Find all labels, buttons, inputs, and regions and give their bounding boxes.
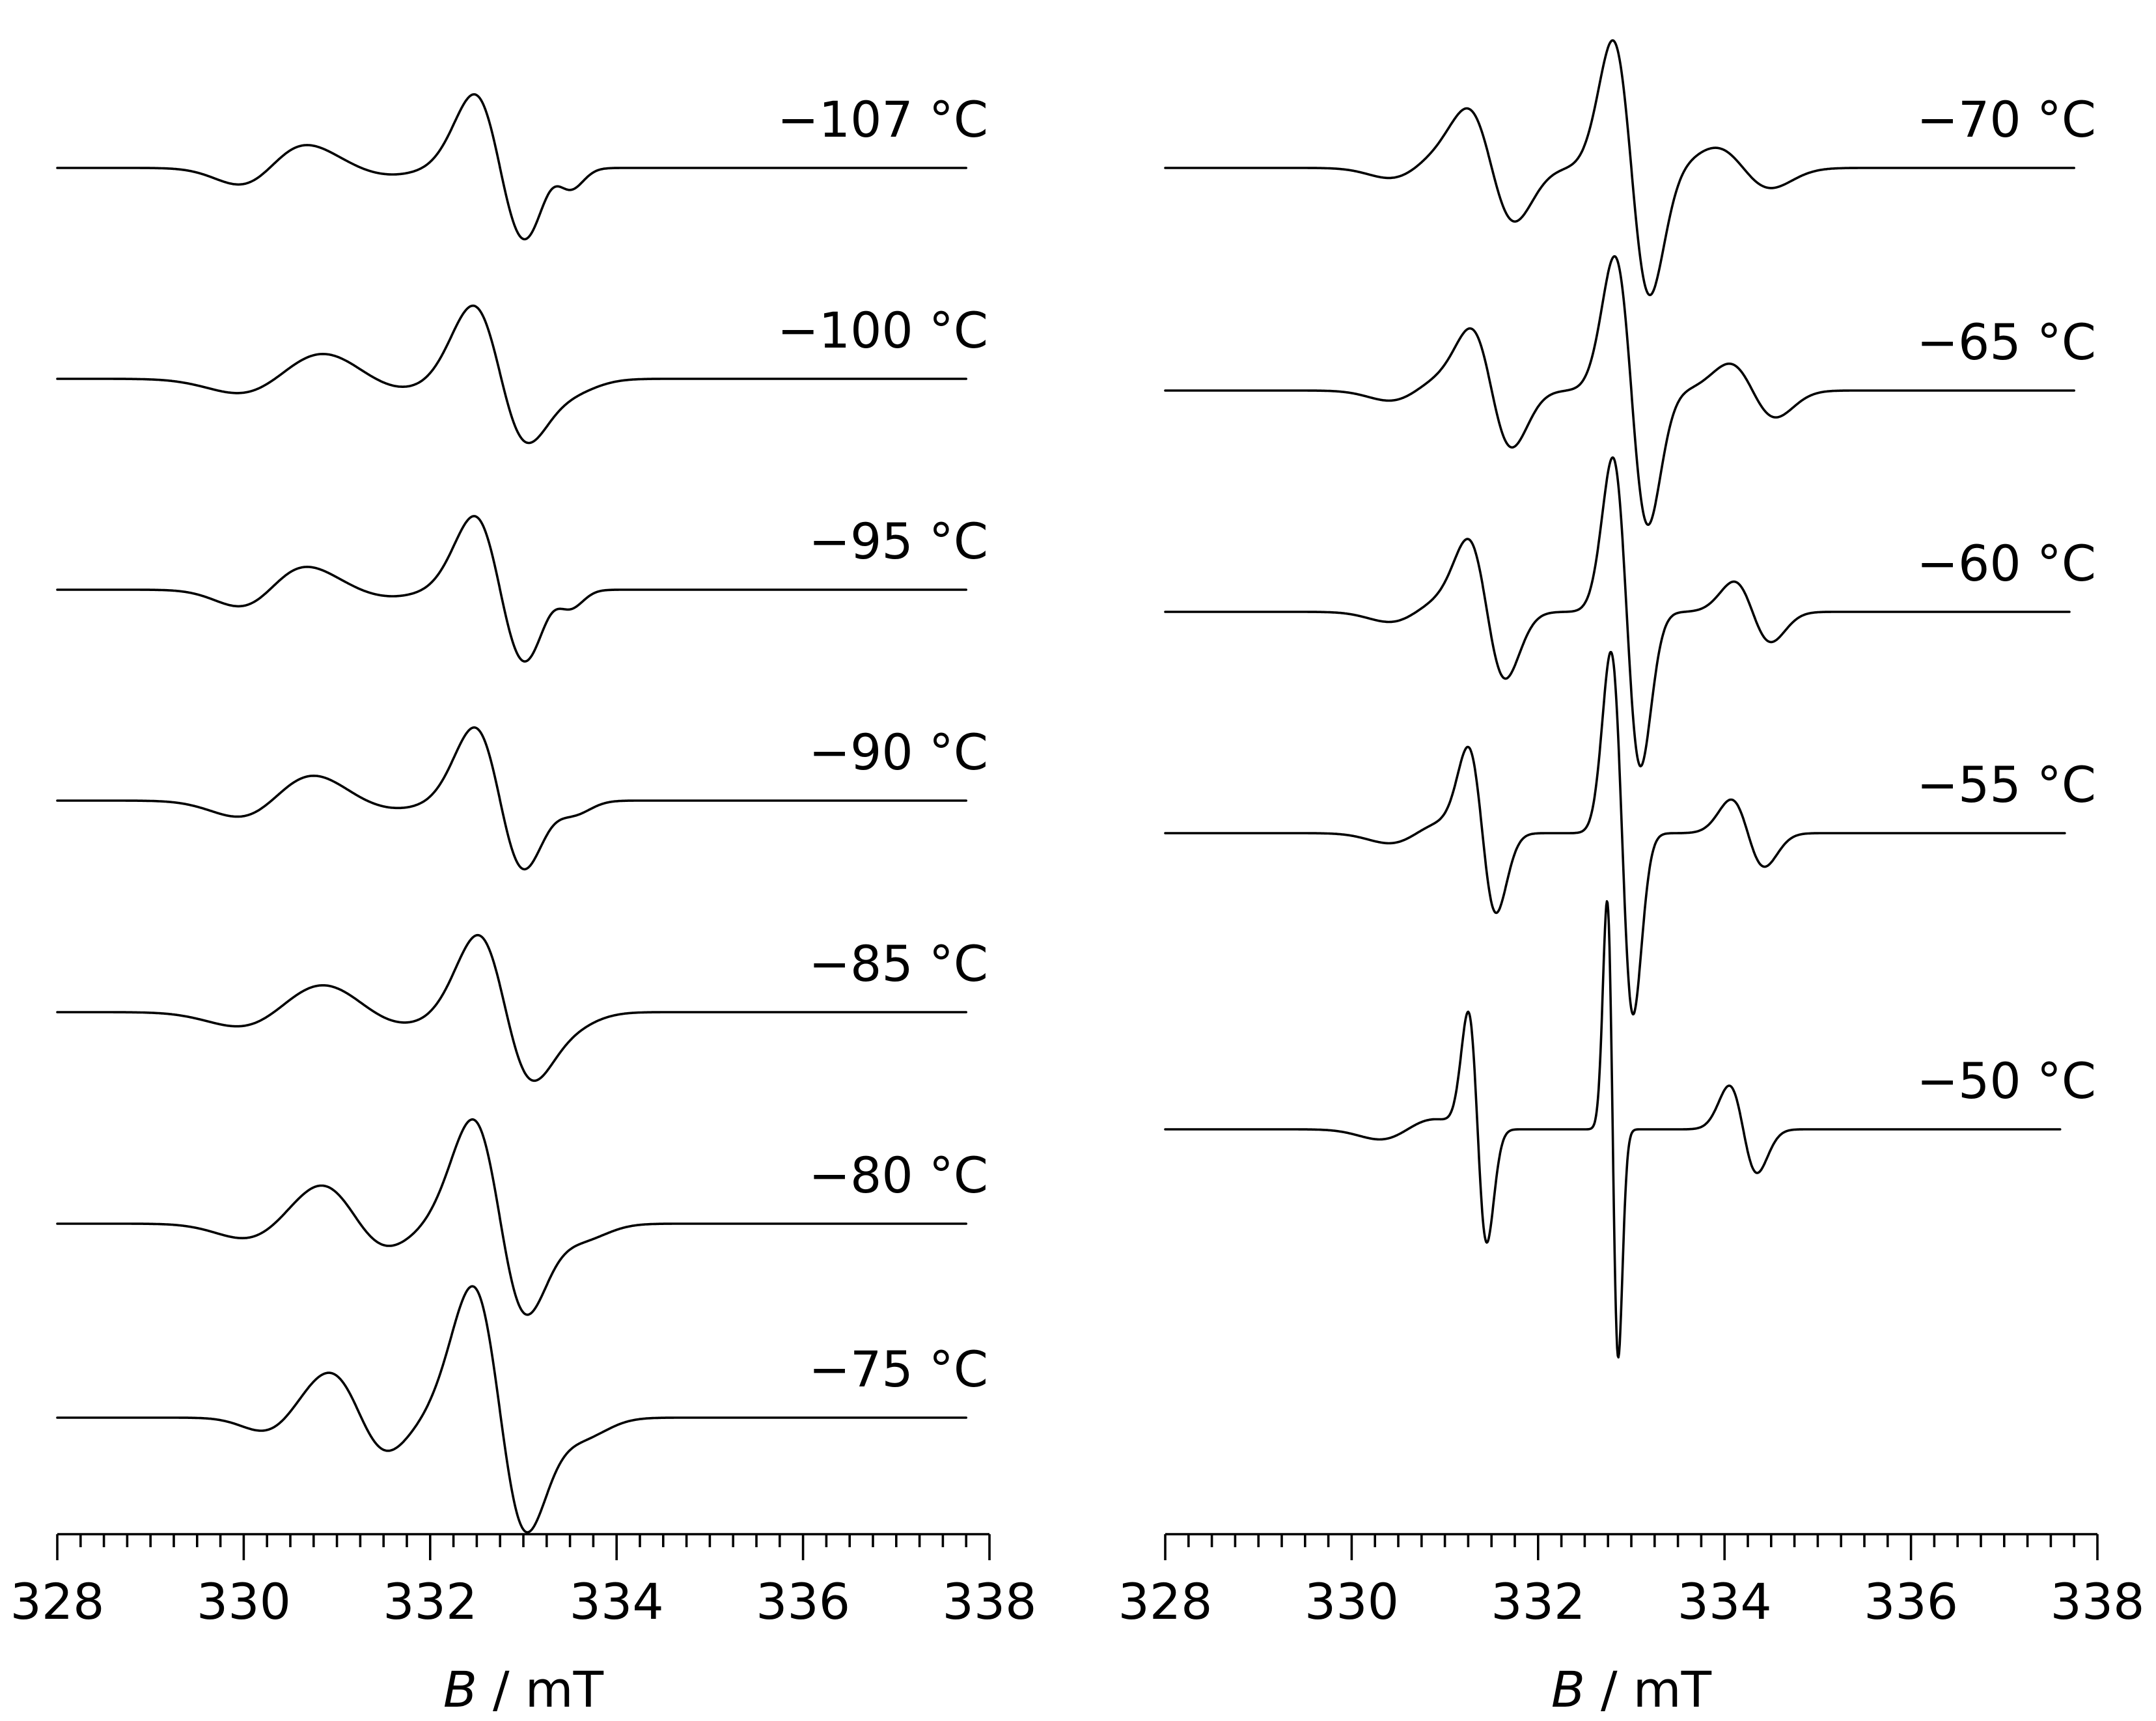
x-tick-label: 330 (197, 1573, 291, 1631)
temperature-label: −75 °C (808, 1340, 988, 1398)
x-tick-label: 336 (1864, 1573, 1958, 1631)
left-panel: 328 330 332 334 336 338 B / mT −107 °C −100 °C −95 … (10, 90, 1036, 1718)
temperature-label: −55 °C (1916, 756, 2096, 814)
temperature-label: −100 °C (777, 301, 988, 359)
spectrum-trace (56, 515, 967, 663)
spectrum-trace (56, 304, 967, 445)
temperature-label: −95 °C (808, 512, 988, 570)
x-axis-label: B / mT (1551, 1660, 1712, 1718)
temperature-label: −107 °C (777, 90, 988, 148)
x-tick-label: 334 (1678, 1573, 1772, 1631)
x-tick-label: 336 (756, 1573, 850, 1631)
spectrum-trace (1164, 39, 2075, 296)
temperature-label: −65 °C (1916, 313, 2096, 371)
x-tick-label: 334 (570, 1573, 664, 1631)
temperature-label: −80 °C (808, 1146, 988, 1204)
temperature-label: −90 °C (808, 723, 988, 781)
spectrum-trace (56, 933, 967, 1082)
x-tick-label: 338 (942, 1573, 1036, 1631)
spectrum-trace (1164, 651, 2066, 1016)
spectrum-trace (56, 93, 967, 241)
spectrum-trace (56, 1285, 967, 1534)
spectrum-trace (56, 726, 967, 871)
x-tick-label: 332 (383, 1573, 477, 1631)
spectrum-trace (56, 1118, 967, 1316)
x-tick-label: 330 (1305, 1573, 1399, 1631)
x-tick-label: 332 (1491, 1573, 1585, 1631)
x-tick-label: 338 (2050, 1573, 2144, 1631)
spectrum-trace (1164, 255, 2075, 526)
temperature-label: −70 °C (1916, 90, 2096, 148)
spectrum-trace (1164, 900, 2062, 1359)
spectrum-trace (1164, 456, 2071, 767)
x-axis-label: B / mT (443, 1660, 604, 1718)
x-tick-label: 328 (10, 1573, 104, 1631)
temperature-label: −60 °C (1916, 534, 2096, 592)
temperature-label: −50 °C (1916, 1052, 2096, 1110)
temperature-label: −85 °C (808, 935, 988, 993)
right-panel: 328 330 332 334 336 338 B / mT −70 °C −65 °C −60 °C… (1118, 39, 2145, 1718)
x-tick-label: 328 (1118, 1573, 1212, 1631)
